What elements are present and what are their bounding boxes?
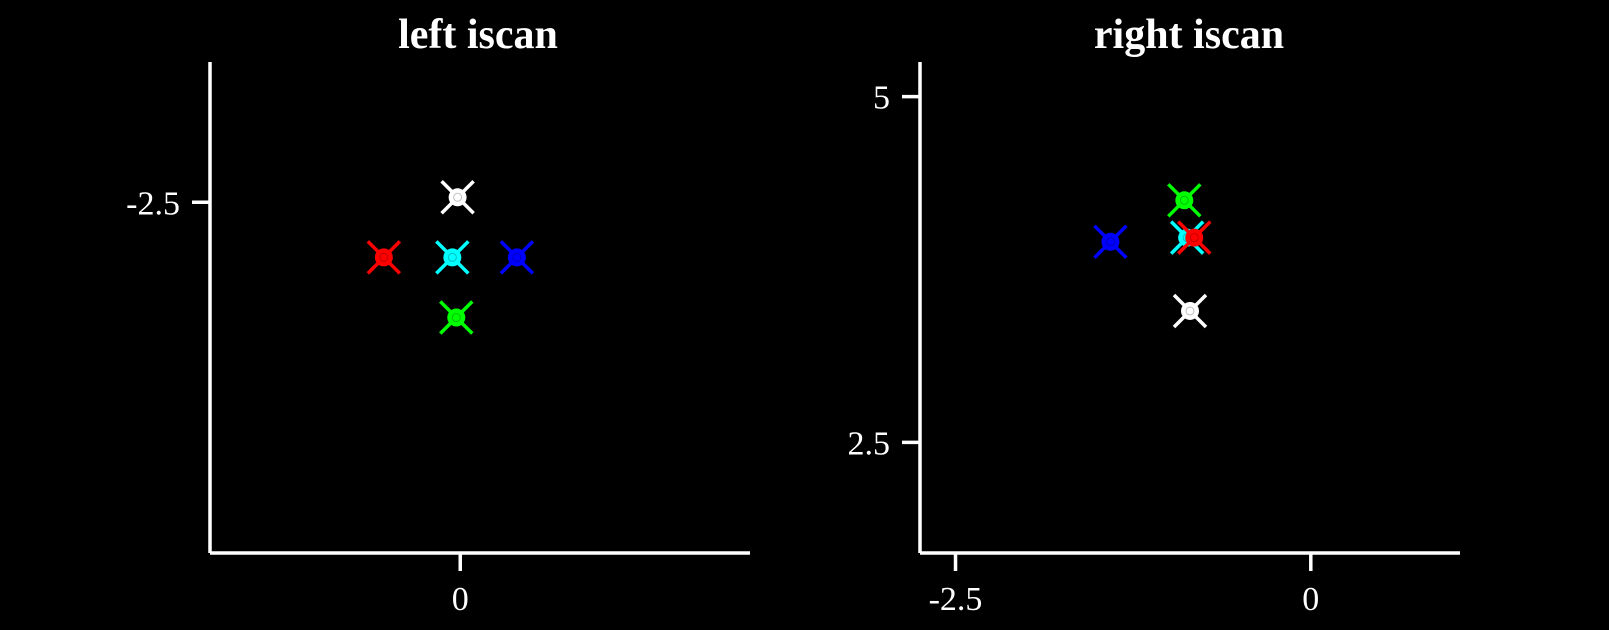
right-iscan-point: [1093, 224, 1128, 260]
right-iscan-y-tick-label: 5: [873, 80, 890, 117]
left-iscan-title: left iscan: [398, 12, 558, 58]
left-iscan-x-tick-label: 0: [452, 581, 469, 618]
right-iscan-point: [1177, 220, 1212, 255]
right-iscan-points: [1093, 183, 1212, 329]
left-iscan-y-tick-label: -2.5: [126, 185, 180, 222]
right-iscan-x-tick-label: 0: [1302, 581, 1319, 618]
right-iscan-y-tick-label: 2.5: [848, 425, 891, 462]
left-iscan-point: [439, 300, 474, 335]
left-iscan-point: [499, 240, 535, 275]
right-iscan-title: right iscan: [1094, 12, 1284, 58]
left-iscan-panel: left iscan 0 -2.5: [126, 12, 750, 618]
left-iscan-point: [440, 180, 475, 215]
right-iscan-panel: right iscan -2.5 0 2.5 5: [848, 12, 1460, 618]
left-iscan-points: [366, 180, 535, 335]
left-iscan-point: [435, 240, 470, 275]
left-iscan-point: [366, 240, 402, 275]
right-iscan-x-tick-label: -2.5: [929, 581, 983, 618]
right-iscan-point: [1167, 183, 1202, 218]
right-iscan-point: [1172, 293, 1208, 329]
